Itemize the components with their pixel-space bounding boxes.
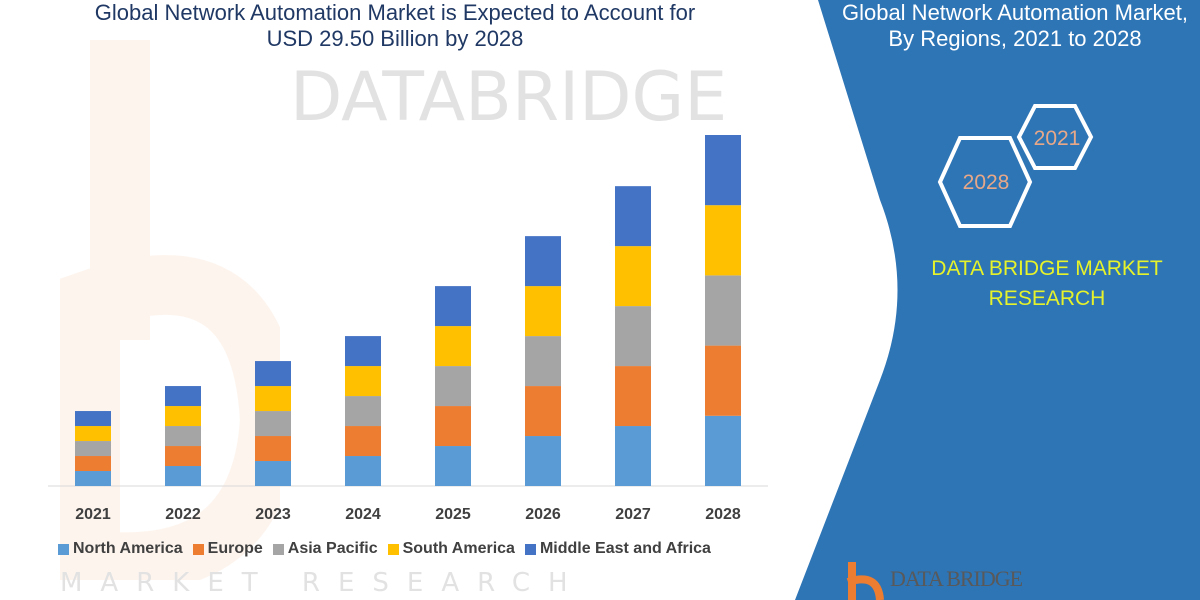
watermark-text: DATABRIDGE (290, 58, 728, 137)
bar-2021-south-america (75, 426, 111, 442)
bar-2025-south-america (435, 326, 471, 367)
bar-2022-asia-pacific (165, 426, 201, 447)
bar-2026-middle-east-and-africa (525, 236, 561, 287)
stacked-bar-chart: 2021 2022 2023 2024 2025 2026 2027 2028 (48, 135, 768, 523)
bar-2023-asia-pacific (255, 411, 291, 437)
bar-2024-asia-pacific (345, 396, 381, 427)
bar-2022-south-america (165, 406, 201, 427)
legend-swatch (58, 543, 69, 555)
legend-item: North America (58, 540, 183, 558)
legend-label: Europe (207, 540, 263, 557)
bar-2023-europe (255, 436, 291, 462)
legend-swatch (192, 543, 204, 555)
bar-2024-south-america (345, 366, 381, 397)
bar-2022-north-america (165, 466, 201, 486)
bar-2027-asia-pacific (615, 306, 651, 367)
brand-line1: DATA BRIDGE MARKET (931, 257, 1163, 280)
bar-2026-europe (525, 386, 561, 437)
legend-label: Asia Pacific (287, 540, 378, 557)
bar-2027-middle-east-and-africa (615, 186, 651, 247)
x-tick-label: 2028 (705, 506, 741, 523)
bar-2026-asia-pacific (525, 336, 561, 387)
bar-2024-middle-east-and-africa (345, 336, 381, 367)
x-tick-label: 2025 (435, 506, 471, 523)
legend-item: Asia Pacific (272, 540, 378, 558)
bar-2021-asia-pacific (75, 441, 111, 457)
x-tick-label: 2022 (165, 506, 201, 523)
bar-2021-europe (75, 456, 111, 472)
logo-text: DATA BRIDGE (890, 566, 1023, 591)
bar-2027-south-america (615, 246, 651, 307)
bar-2028-asia-pacific (705, 275, 741, 346)
hexagon-2028 (937, 136, 1033, 228)
x-tick-label: 2023 (255, 506, 291, 523)
x-tick-label: 2024 (345, 506, 381, 523)
bar-2023-middle-east-and-africa (255, 361, 291, 387)
bar-2021-middle-east-and-africa (75, 411, 111, 427)
bar-2027-europe (615, 366, 651, 427)
hex-year-2028: 2028 (963, 171, 1010, 194)
bar-2026-south-america (525, 286, 561, 337)
bar-2023-south-america (255, 386, 291, 412)
bar-2025-middle-east-and-africa (435, 286, 471, 327)
bar-2024-europe (345, 426, 381, 457)
bar-2026-north-america (525, 436, 561, 486)
legend-label: South America (402, 540, 515, 557)
bar-2024-north-america (345, 456, 381, 486)
legend-swatch (524, 543, 536, 555)
bar-2025-asia-pacific (435, 366, 471, 407)
legend-label: North America (73, 540, 183, 557)
bar-2028-middle-east-and-africa (705, 135, 741, 206)
x-tick-label: 2021 (75, 506, 111, 523)
x-tick-label: 2026 (525, 506, 561, 523)
bar-2021-north-america (75, 471, 111, 486)
brand-line2: RESEARCH (988, 287, 1106, 310)
watermark-subtext: MARKET RESEARCH (60, 568, 586, 598)
chart-title-line1: Global Network Automation Market is Expe… (94, 0, 696, 25)
hexagon-2021 (1016, 104, 1094, 170)
bar-2027-north-america (615, 426, 651, 486)
bar-2022-europe (165, 446, 201, 467)
legend-item: Middle East and Africa (524, 540, 711, 558)
hex-year-2021: 2021 (1034, 127, 1081, 150)
chart-title-line2: USD 29.50 Billion by 2028 (266, 26, 524, 51)
x-tick-label: 2027 (615, 506, 651, 523)
panel-title-line1: Global Network Automation Market, (841, 0, 1189, 25)
bar-2028-north-america (705, 415, 741, 486)
legend-item: South America (387, 540, 515, 558)
legend-swatch (387, 543, 399, 555)
panel-title-line2: By Regions, 2021 to 2028 (888, 26, 1142, 51)
bar-2023-north-america (255, 461, 291, 486)
legend-label: Middle East and Africa (539, 540, 711, 557)
bar-2025-north-america (435, 446, 471, 486)
bar-2028-europe (705, 345, 741, 416)
bar-2022-middle-east-and-africa (165, 386, 201, 407)
legend: North America Europe Asia Pacific South Ame… (58, 540, 711, 558)
bar-2028-south-america (705, 205, 741, 276)
legend-item: Europe (192, 540, 263, 558)
data-bridge-logo-icon (846, 562, 884, 600)
legend-swatch (272, 543, 284, 555)
bar-2025-europe (435, 406, 471, 447)
